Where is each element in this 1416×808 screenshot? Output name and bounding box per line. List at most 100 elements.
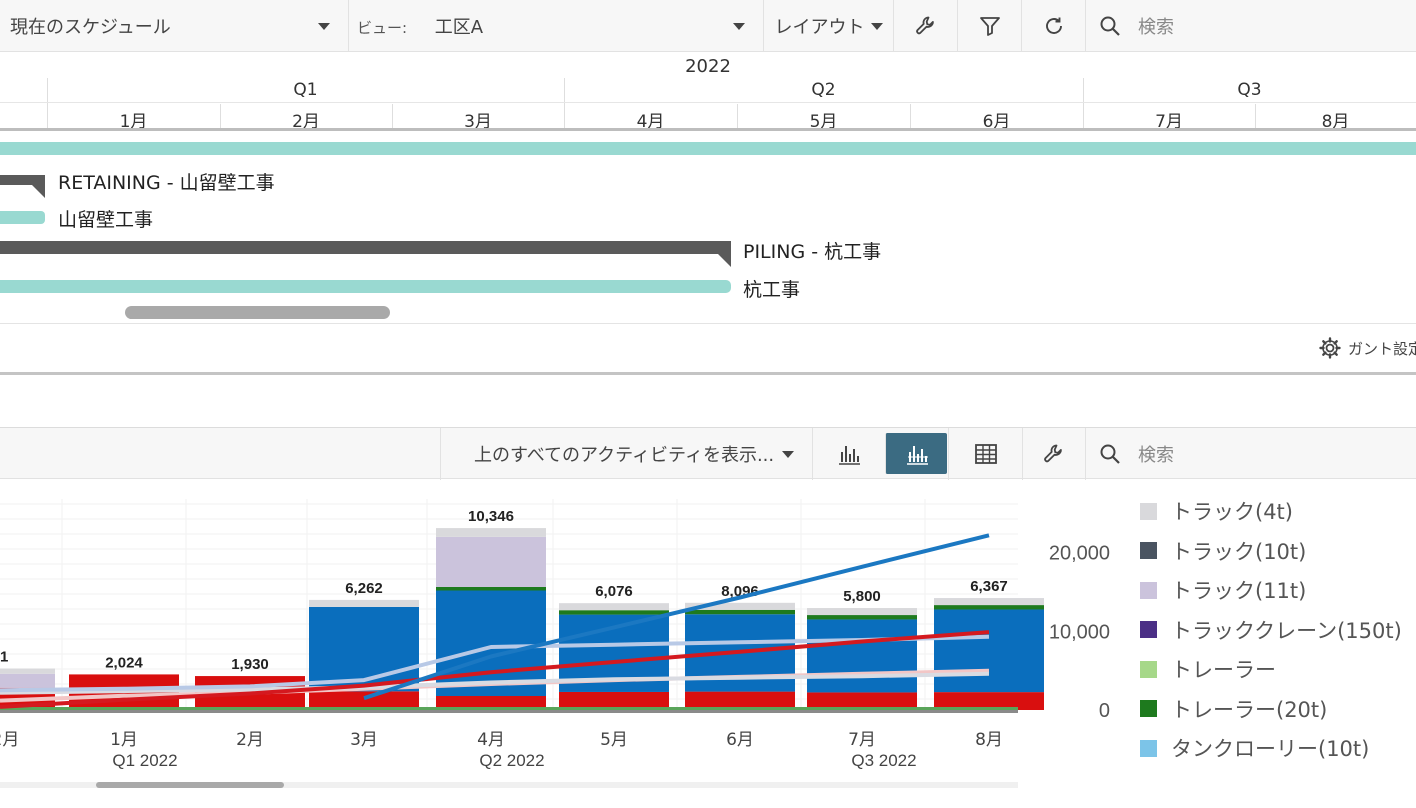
cumulative-line[interactable] (0, 630, 990, 709)
bar-segment[interactable] (0, 673, 55, 688)
refresh-button[interactable] (1021, 0, 1085, 52)
activity-bar[interactable] (0, 211, 45, 224)
chevron-down-icon (733, 22, 745, 30)
activity-filter-select[interactable]: 上のすべてのアクティビティを表示... (440, 428, 812, 480)
bar-segment[interactable] (309, 691, 419, 710)
layout-button[interactable]: レイアウト (763, 0, 893, 52)
timeline-quarter: Q2 (811, 80, 836, 100)
chart-search-box[interactable]: 検索 (1085, 428, 1416, 480)
schedule-select[interactable]: 現在のスケジュール (0, 0, 348, 52)
gantt-body: RETAINING - 山留壁工事 山留壁工事 PILING - 杭工事 杭工事 (0, 131, 1416, 324)
bar-segment[interactable] (309, 599, 419, 607)
bar-segment[interactable] (559, 603, 669, 611)
gantt-settings-link[interactable]: ガント設定 (1318, 336, 1416, 360)
legend-item[interactable]: トラック(4t) (1140, 496, 1293, 526)
refresh-icon (1045, 17, 1062, 34)
bar-segment[interactable] (934, 692, 1044, 710)
bar-segment[interactable] (685, 609, 795, 615)
legend-swatch (1140, 581, 1157, 599)
gear-icon (1319, 337, 1341, 359)
settings-wrench-button[interactable] (893, 0, 957, 52)
legend-item[interactable]: タンクローリー(10t) (1140, 733, 1369, 763)
project-summary-bar[interactable] (0, 142, 1416, 155)
filter-icon (979, 17, 1000, 36)
x-axis-month-label: 1月 (110, 730, 138, 750)
legend-item[interactable]: トラック(11t) (1140, 575, 1306, 605)
legend-label: トラック(10t) (1171, 539, 1307, 564)
chart-settings-button[interactable] (1022, 428, 1085, 480)
bar-segment[interactable] (807, 615, 917, 620)
bar-segment[interactable] (685, 602, 795, 610)
bar-total-label: 2,024 (105, 654, 143, 671)
resource-usage-chart: 612,0241,9306,26210,3466,0768,0965,8006,… (0, 499, 1110, 770)
legend-item[interactable]: トラック(10t) (1140, 536, 1306, 566)
x-axis-month-label: 3月 (350, 730, 378, 750)
bar-segment[interactable] (559, 610, 669, 615)
bar-segment[interactable] (436, 590, 546, 697)
bar-segment[interactable] (309, 606, 419, 692)
cumulative-line[interactable] (0, 671, 990, 695)
stacked-chart-icon (906, 445, 928, 465)
cumulative-line[interactable] (363, 533, 990, 701)
wrench-icon (915, 16, 934, 35)
bar-segment[interactable] (807, 619, 917, 693)
bar-segment[interactable] (559, 691, 669, 710)
x-axis-month-label: 8月 (975, 730, 1003, 750)
bar-segment[interactable] (436, 696, 546, 710)
timeline-year: 2022 (685, 56, 731, 77)
legend-label: トラック(11t) (1171, 579, 1307, 603)
bar-segment[interactable] (807, 608, 917, 616)
legend-item[interactable]: トレーラー(20t) (1140, 694, 1327, 724)
legend-label: トラック(4t) (1171, 500, 1293, 524)
x-axis-quarter-label: Q3 2022 (851, 751, 916, 770)
stacked-chart-button[interactable] (885, 433, 947, 474)
bar-segment[interactable] (934, 598, 1044, 606)
legend-label: トレーラー (1171, 658, 1276, 682)
wbs-summary-bar[interactable] (0, 175, 45, 185)
search-input[interactable]: 検索 (1138, 17, 1174, 38)
activity-bar[interactable] (0, 280, 731, 293)
view-select[interactable]: ビュー: 工区A (348, 0, 763, 52)
bar-total-label: 10,346 (468, 508, 514, 525)
filter-button[interactable] (957, 0, 1021, 52)
legend-item[interactable]: トレーラー (1140, 654, 1276, 684)
table-view-button[interactable] (948, 428, 1022, 480)
timeline-month: 8月 (1321, 112, 1350, 132)
timeline-month: 5月 (809, 112, 838, 132)
bar-segment[interactable] (436, 586, 546, 591)
legend-item[interactable]: トラッククレーン(150t) (1140, 615, 1402, 645)
bar-total-label: 1,930 (231, 656, 269, 673)
bar-total-label: 5,800 (843, 588, 881, 605)
layout-label: レイアウト (774, 17, 865, 38)
schedule-select-value: 現在のスケジュール (10, 17, 171, 38)
bar-segment[interactable] (934, 605, 1044, 610)
search-icon (1100, 444, 1120, 464)
activity-filter-value: 上のすべてのアクティビティを表示... (474, 445, 775, 466)
gantt-row-label: RETAINING - 山留壁工事 (58, 172, 275, 194)
bar-segment[interactable] (685, 691, 795, 710)
wbs-summary-bar[interactable] (0, 241, 731, 254)
horizontal-scrollbar-thumb[interactable] (125, 306, 390, 319)
cumulative-line[interactable] (0, 634, 990, 693)
bar-total-label: 61 (0, 648, 8, 665)
bar-segment[interactable] (436, 536, 546, 587)
chevron-down-icon (870, 22, 883, 30)
bar-segment[interactable] (436, 528, 546, 537)
bar-segment[interactable] (0, 668, 55, 674)
chevron-down-icon (782, 450, 794, 458)
view-label: ビュー: (357, 19, 408, 37)
chart-scrollbar-thumb[interactable] (96, 782, 284, 788)
chart-search-input[interactable]: 検索 (1138, 445, 1174, 466)
search-box[interactable]: 検索 (1085, 0, 1416, 52)
timeline-header: 2022 Q1 Q2 Q3 1月 2月 3月 4月 5月 6月 7月 8月 (0, 52, 1416, 132)
gantt-row-label: 杭工事 (743, 279, 801, 301)
summary-end-marker (718, 254, 731, 267)
bar-chart-button[interactable] (812, 428, 884, 480)
summary-end-marker (32, 185, 45, 198)
bar-total-label: 6,076 (595, 583, 633, 600)
bar-chart-icon (838, 446, 860, 465)
bar-total-label: 6,262 (345, 580, 383, 597)
bar-segment[interactable] (934, 609, 1044, 693)
x-axis-quarter-label: Q1 2022 (112, 751, 177, 770)
bar-segment[interactable] (807, 692, 917, 710)
